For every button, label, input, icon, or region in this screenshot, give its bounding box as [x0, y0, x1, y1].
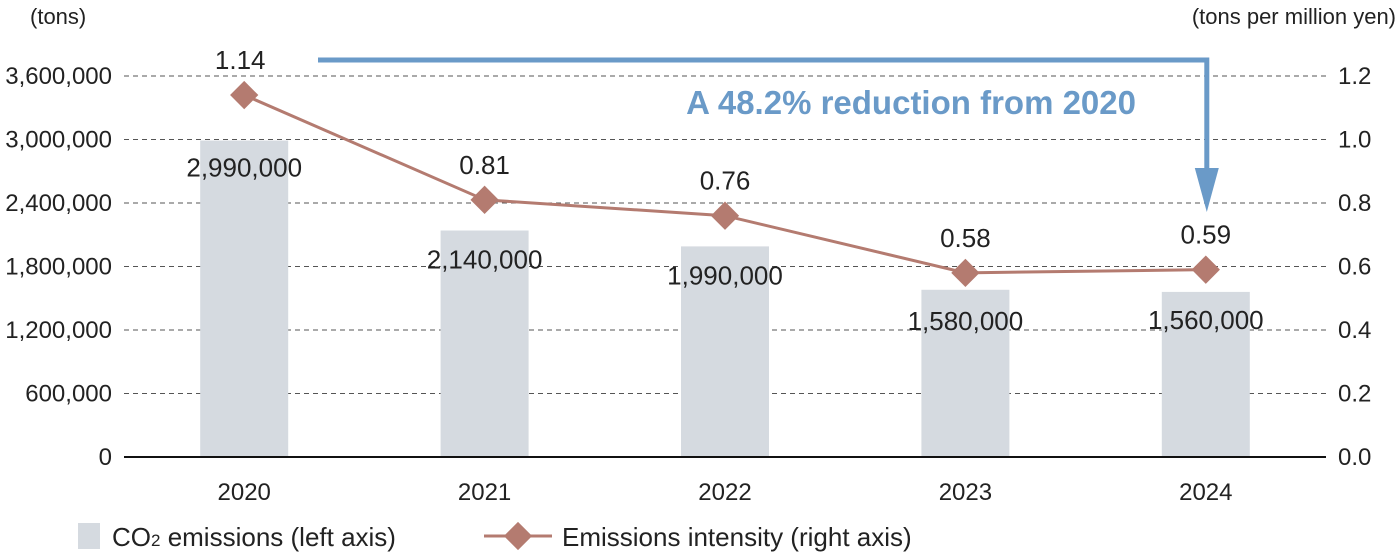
bar-series: [200, 140, 1250, 457]
intensity-value-label: 0.58: [940, 223, 991, 253]
legend-line-marker: [503, 521, 533, 551]
intensity-point-2020: [230, 80, 259, 110]
x-tick-label: 2024: [1179, 479, 1232, 506]
right-tick-label: 1.0: [1338, 127, 1371, 154]
right-tick-label: 1.2: [1338, 63, 1371, 90]
left-tick-label: 1,800,000: [5, 254, 112, 281]
bar-2023: [921, 289, 1010, 457]
intensity-point-2021: [470, 185, 499, 214]
bar-2022: [681, 246, 769, 457]
left-axis-unit: (tons): [30, 4, 86, 29]
intensity-point-2023: [951, 258, 980, 287]
intensity-value-label: 1.14: [215, 45, 266, 75]
bar-value-label: 1,560,000: [1148, 305, 1264, 335]
left-tick-label: 3,000,000: [5, 127, 112, 154]
intensity-value-label: 0.76: [700, 166, 751, 196]
legend: CO2 emissions (left axis) Emissions inte…: [78, 521, 912, 552]
left-tick-label: 3,600,000: [5, 63, 112, 90]
data-labels: 2,990,000 2,140,000 1,990,000 1,580,000 1,56…: [186, 45, 1263, 336]
reduction-annotation: A 48.2% reduction from 2020: [318, 57, 1219, 212]
bar-2020: [200, 140, 289, 457]
intensity-point-2024: [1191, 255, 1220, 284]
bar-value-label: 1,990,000: [667, 260, 783, 290]
x-tick-label: 2023: [939, 479, 992, 506]
bar-2021: [440, 230, 529, 457]
right-tick-label: 0.0: [1338, 444, 1371, 471]
intensity-value-label: 0.81: [459, 150, 510, 180]
x-tick-label: 2021: [458, 479, 511, 506]
legend-bar-swatch: [78, 523, 100, 549]
annotation-text: A 48.2% reduction from 2020: [686, 84, 1136, 121]
right-tick-label: 0.6: [1338, 254, 1371, 281]
right-tick-label: 0.4: [1338, 317, 1371, 344]
x-tick-label: 2020: [218, 479, 271, 506]
bar-value-label: 1,580,000: [908, 306, 1024, 336]
x-tick-label: 2022: [698, 479, 751, 506]
left-tick-label: 2,400,000: [5, 190, 112, 217]
left-tick-label: 600,000: [25, 381, 112, 408]
left-tick-label: 0: [99, 444, 112, 471]
right-tick-label: 0.2: [1338, 381, 1371, 408]
bar-value-label: 2,990,000: [186, 153, 302, 183]
legend-bar-label: CO2 emissions (left axis): [112, 522, 396, 552]
right-axis-unit: (tons per million yen): [1192, 4, 1396, 29]
intensity-point-2022: [710, 201, 740, 230]
annotation-arrow-head: [1194, 168, 1219, 212]
bar-value-label: 2,140,000: [427, 245, 543, 275]
intensity-value-label: 0.59: [1180, 220, 1231, 250]
legend-line-label: Emissions intensity (right axis): [562, 522, 912, 552]
annotation-arrow-line: [318, 57, 1210, 170]
bar-2024: [1161, 291, 1250, 457]
axes: 0 600,000 1,200,000 1,800,000 2,400,000 3,000…: [5, 63, 1371, 506]
left-tick-label: 1,200,000: [5, 317, 112, 344]
gridlines: [124, 75, 1326, 394]
right-tick-label: 0.8: [1338, 190, 1371, 217]
